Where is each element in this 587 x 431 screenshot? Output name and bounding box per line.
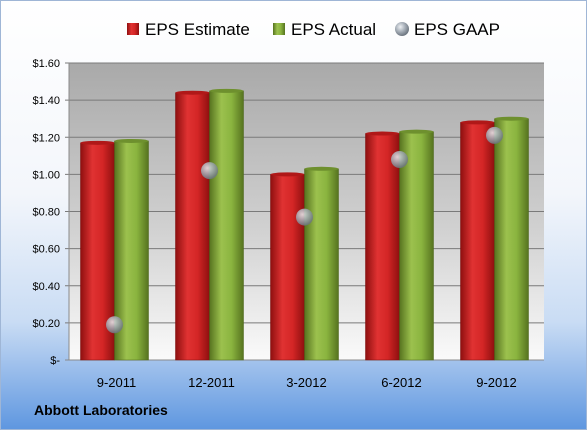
bar-top-eps-estimate: [270, 172, 305, 177]
x-category-label: 3-2012: [286, 375, 326, 390]
x-category-label: 6-2012: [381, 375, 421, 390]
y-tick-label: $0.20: [32, 318, 60, 330]
y-tick-label: $1.40: [32, 95, 60, 107]
bar-eps-estimate: [365, 133, 400, 361]
bar-eps-estimate: [270, 174, 305, 361]
legend-label: EPS GAAP: [414, 20, 500, 39]
x-category-label: 9-2011: [97, 375, 137, 390]
point-eps-gaap: [106, 316, 123, 334]
bar-eps-estimate: [175, 92, 210, 361]
legend-label: EPS Actual: [291, 20, 376, 39]
bar-eps-actual: [399, 131, 434, 361]
point-eps-gaap: [391, 151, 408, 169]
x-category-label: 12-2011: [188, 375, 235, 390]
bar-top-eps-estimate: [80, 140, 115, 145]
bar-eps-estimate: [460, 122, 495, 361]
y-tick-label: $1.60: [32, 58, 60, 70]
legend-swatch: [127, 23, 139, 35]
legend-label: EPS Estimate: [145, 20, 250, 39]
point-eps-gaap: [201, 162, 218, 180]
y-tick-label: $0.80: [32, 207, 60, 219]
point-eps-gaap: [486, 126, 503, 144]
bar-top-eps-estimate: [175, 90, 210, 95]
y-tick-label: $-: [50, 355, 60, 367]
y-tick-label: $1.20: [32, 132, 60, 144]
bar-top-eps-actual: [304, 166, 339, 171]
bar-eps-actual: [209, 90, 244, 361]
bar-eps-actual: [304, 168, 339, 361]
bar-eps-actual: [494, 118, 529, 361]
bar-top-eps-estimate: [365, 131, 400, 136]
bar-top-eps-actual: [114, 138, 149, 143]
company-name: Abbott Laboratories: [34, 402, 168, 418]
legend-swatch: [395, 22, 409, 36]
bar-top-eps-actual: [399, 129, 434, 134]
bar-top-eps-estimate: [460, 120, 495, 125]
y-tick-label: $1.00: [32, 169, 60, 181]
bar-top-eps-actual: [209, 88, 244, 93]
y-tick-label: $0.60: [32, 244, 60, 256]
bar-top-eps-actual: [494, 116, 529, 121]
point-eps-gaap: [296, 208, 313, 226]
x-category-label: 9-2012: [476, 375, 516, 390]
y-tick-label: $0.40: [32, 281, 60, 293]
legend-swatch: [273, 23, 285, 35]
